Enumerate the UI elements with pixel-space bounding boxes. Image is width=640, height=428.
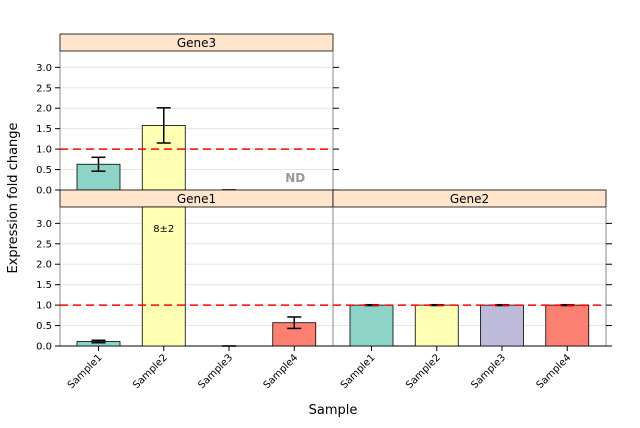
panel-strip	[59, 33, 334, 52]
x-tick-label: Sample1	[339, 352, 378, 391]
y-tick-label: 0.0	[36, 186, 52, 197]
panel-gene2: Gene2 Sample1 Sample2 Sample3 Sample4	[332, 189, 612, 391]
y-tick-label: 0.5	[36, 321, 52, 332]
panel-strip	[332, 189, 607, 208]
x-tick-label: Sample1	[66, 352, 105, 391]
x-tick-label: Sample4	[262, 352, 301, 391]
y-tick-label: 3.0	[36, 63, 52, 74]
x-axis-label: Sample	[309, 403, 358, 418]
panel-gene1: Gene1 0.0 0.5 1.0 1.5 2.0 2.5 3.0 8±2 Sample1 Samp…	[36, 189, 334, 391]
x-tick-label: Sample3	[469, 352, 508, 391]
x-tick-label: Sample2	[404, 352, 443, 391]
panel-gene3: Gene3 0.0 0.5 1.0 1.5 2.0 2.5 3.0 ND	[36, 33, 339, 197]
bar-sample1	[349, 304, 394, 347]
error-bar-sample1	[91, 156, 106, 172]
y-tick-label: 2.0	[36, 104, 52, 115]
x-tick-label: Sample2	[131, 352, 170, 391]
y-tick-label: 3.0	[36, 219, 52, 230]
panel-title: Gene3	[177, 36, 216, 50]
y-tick-label: 0.0	[36, 342, 52, 353]
y-tick-label: 1.0	[36, 301, 52, 312]
error-bar-sample4	[287, 316, 302, 330]
bar-sample2	[414, 304, 459, 347]
not-detected-annotation: ND	[285, 171, 305, 185]
x-tick-label: Sample3	[196, 352, 235, 391]
x-tick-label: Sample4	[535, 352, 574, 391]
off-scale-value-annotation: 8±2	[153, 224, 174, 235]
error-bar-sample1	[91, 339, 106, 344]
y-tick-label: 2.0	[36, 260, 52, 271]
panel-title: Gene1	[177, 192, 216, 206]
bar-sample2	[141, 206, 186, 347]
error-bar-sample2	[156, 107, 171, 144]
panel-title: Gene2	[450, 192, 489, 206]
y-tick-label: 1.5	[36, 280, 52, 291]
bar-sample3	[480, 304, 524, 347]
y-tick-label: 2.5	[36, 83, 52, 94]
y-axis-label: Expression fold change	[6, 122, 21, 273]
y-tick-label: 2.5	[36, 239, 52, 250]
bar-sample4	[545, 304, 590, 347]
y-tick-label: 0.5	[36, 165, 52, 176]
y-tick-label: 1.0	[36, 145, 52, 156]
y-tick-label: 1.5	[36, 124, 52, 135]
